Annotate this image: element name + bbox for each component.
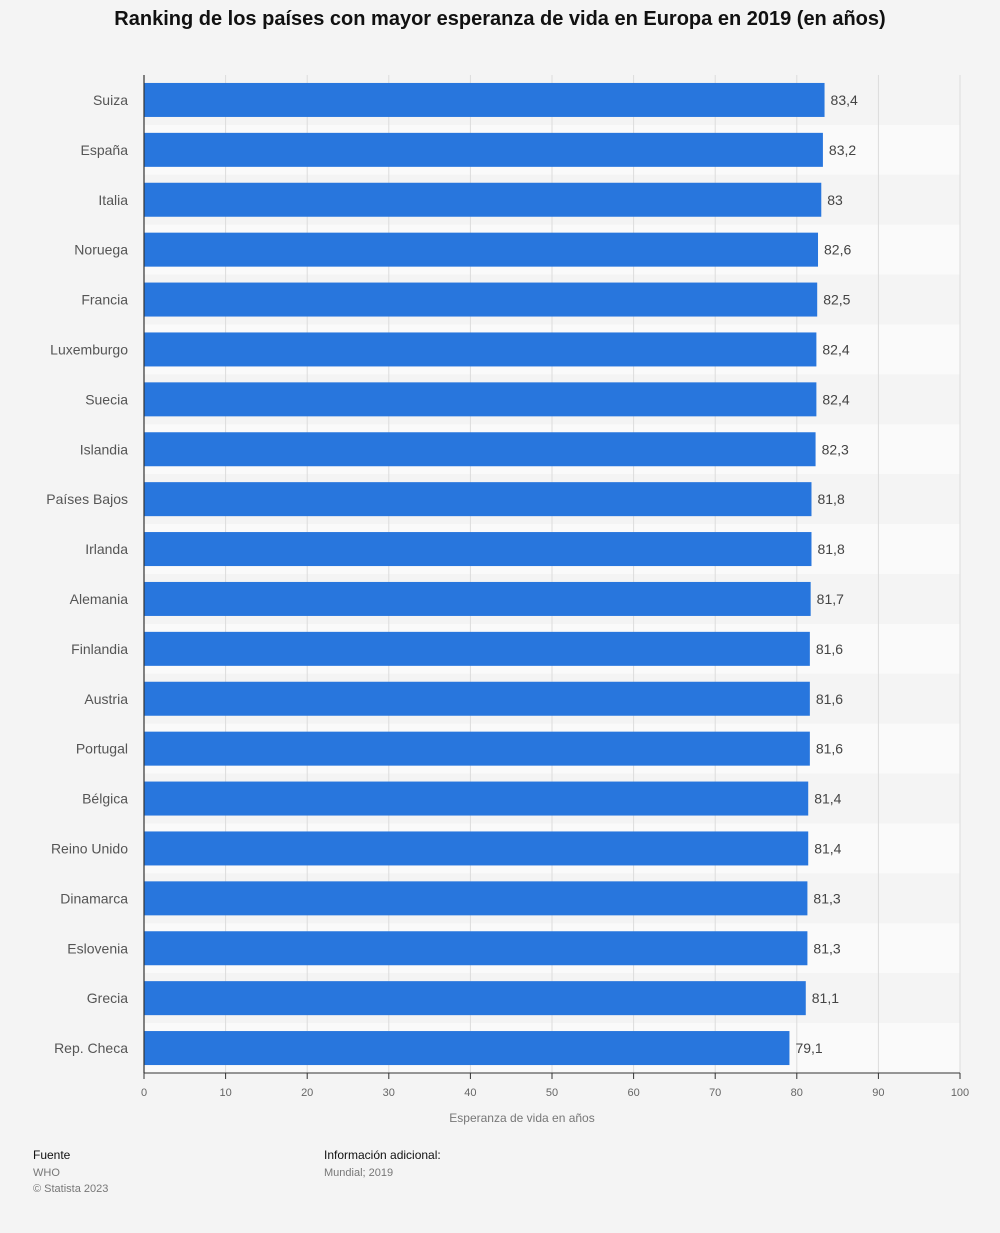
info-text: Mundial; 2019 [324,1167,394,1179]
bar [144,831,809,866]
value-label: 82,3 [822,441,849,457]
value-label: 82,4 [822,341,849,357]
category-label: Rep. Checa [54,1040,128,1056]
source-block: Fuente WHO © Statista 2023 [33,1148,108,1197]
category-label: Finlandia [71,641,128,657]
bar [144,282,818,317]
category-label: Irlanda [85,541,128,557]
value-label: 81,1 [812,990,839,1006]
info-heading: Información adicional: [324,1148,441,1162]
value-label: 81,6 [816,691,843,707]
category-label: Francia [81,292,128,308]
x-tick-label: 100 [951,1087,969,1099]
bar [144,731,810,766]
bar [144,881,808,916]
category-label: Portugal [76,741,128,757]
bar [144,1031,790,1066]
x-tick-label: 90 [872,1087,884,1099]
x-tick-label: 20 [301,1087,313,1099]
bar [144,781,809,816]
category-label: Suiza [93,92,128,108]
bar [144,931,808,966]
value-label: 81,6 [816,641,843,657]
bar [144,981,806,1016]
x-tick-label: 80 [791,1087,803,1099]
bar [144,382,817,417]
category-label: Eslovenia [67,940,128,956]
x-tick-label: 40 [464,1087,476,1099]
x-tick-label: 60 [627,1087,639,1099]
category-label: Países Bajos [46,491,128,507]
source-name[interactable]: WHO [33,1167,60,1179]
category-label: Suecia [85,391,128,407]
x-tick-label: 70 [709,1087,721,1099]
bar [144,332,817,367]
bar [144,232,819,267]
value-label: 82,5 [823,292,850,308]
value-label: 81,4 [814,840,841,856]
value-label: 81,4 [814,791,841,807]
source-heading: Fuente [33,1148,71,1162]
category-label: Dinamarca [60,890,128,906]
value-label: 79,1 [795,1040,822,1056]
category-label: Grecia [87,990,128,1006]
bar-chart: Suiza 83,4 España 83,2 Italia 83 Noruega 82,6 Fr… [46,75,969,1125]
value-label: 81,7 [817,591,844,607]
category-label: Luxemburgo [50,341,128,357]
category-label: Alemania [70,591,129,607]
category-label: Islandia [80,441,128,457]
category-label: España [81,142,129,158]
bar [144,532,812,567]
value-label: 82,6 [824,242,851,258]
category-label: Austria [84,691,128,707]
category-label: Italia [98,192,128,208]
bar [144,432,816,467]
x-tick-label: 30 [383,1087,395,1099]
x-axis-title: Esperanza de vida en años [449,1111,594,1125]
bar [144,631,810,666]
chart-title: Ranking de los países con mayor esperanz… [114,8,886,30]
value-label: 82,4 [822,391,849,407]
value-label: 81,3 [813,940,840,956]
category-label: Noruega [74,242,128,258]
x-tick-label: 0 [141,1087,147,1099]
bar [144,82,825,117]
x-tick-label: 50 [546,1087,558,1099]
copyright[interactable]: © Statista 2023 [33,1183,109,1195]
x-tick-label: 10 [219,1087,231,1099]
bar [144,681,810,716]
category-label: Bélgica [82,791,128,807]
value-label: 81,8 [817,491,844,507]
category-label: Reino Unido [51,840,128,856]
bar [144,182,822,217]
value-label: 83,2 [829,142,856,158]
value-label: 83,4 [831,92,858,108]
bar [144,581,811,616]
value-label: 81,8 [817,541,844,557]
value-label: 81,6 [816,741,843,757]
bar [144,132,823,167]
value-label: 81,3 [813,890,840,906]
info-block: Información adicional: Mundial; 2019 [324,1148,441,1181]
value-label: 83 [827,192,843,208]
bar [144,482,812,517]
